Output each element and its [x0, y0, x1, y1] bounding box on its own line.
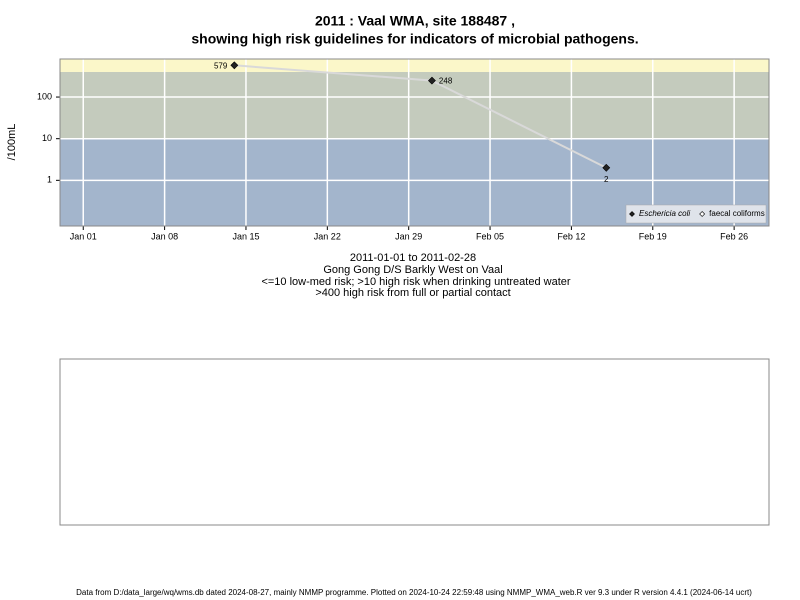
legend-label: faecal coliforms — [709, 209, 765, 218]
y-tick-label: 100 — [37, 91, 52, 101]
legend-marker — [699, 211, 706, 217]
y-tick-label: 10 — [42, 133, 52, 143]
x-tick-label: Jan 22 — [314, 231, 341, 241]
x-axis-label: Gong Gong D/S Barkly West on Vaal — [323, 264, 502, 276]
plot-frame — [59, 58, 770, 227]
data-label: 579 — [214, 61, 228, 70]
x-axis-label: <=10 low-med risk; >10 high risk when dr… — [261, 276, 570, 288]
empty-panel — [59, 358, 770, 526]
data-label: 248 — [439, 77, 453, 86]
x-tick-label: Jan 08 — [151, 231, 178, 241]
chart-title: showing high risk guidelines for indicat… — [191, 31, 638, 47]
y-tick-label: 1 — [47, 175, 52, 185]
x-axis-label: 2011-01-01 to 2011-02-28 — [350, 252, 476, 264]
guideline-band — [60, 59, 769, 72]
x-tick-label: Feb 19 — [639, 231, 667, 241]
x-tick-label: Jan 01 — [70, 231, 97, 241]
data-point — [428, 76, 436, 85]
chart-title: 2011 : Vaal WMA, site 188487 , — [315, 13, 515, 29]
guideline-band — [60, 71, 769, 139]
footer: Data from D:/data_large/wq/wms.db dated … — [76, 588, 752, 597]
data-label: 2 — [604, 175, 609, 184]
legend-marker — [629, 211, 635, 217]
x-tick-label: Feb 12 — [557, 231, 585, 241]
data-point — [230, 61, 239, 70]
y-axis-label: /100mL — [6, 124, 18, 161]
x-tick-label: Jan 15 — [232, 231, 259, 241]
legend-label: Eschericia coli — [639, 209, 690, 218]
x-tick-label: Feb 26 — [720, 231, 748, 241]
x-tick-label: Feb 05 — [476, 231, 504, 241]
data-point — [602, 163, 611, 172]
legend-box — [625, 204, 767, 224]
x-tick-label: Jan 29 — [395, 231, 422, 241]
x-axis-label: >400 high risk from full or partial cont… — [315, 287, 510, 299]
